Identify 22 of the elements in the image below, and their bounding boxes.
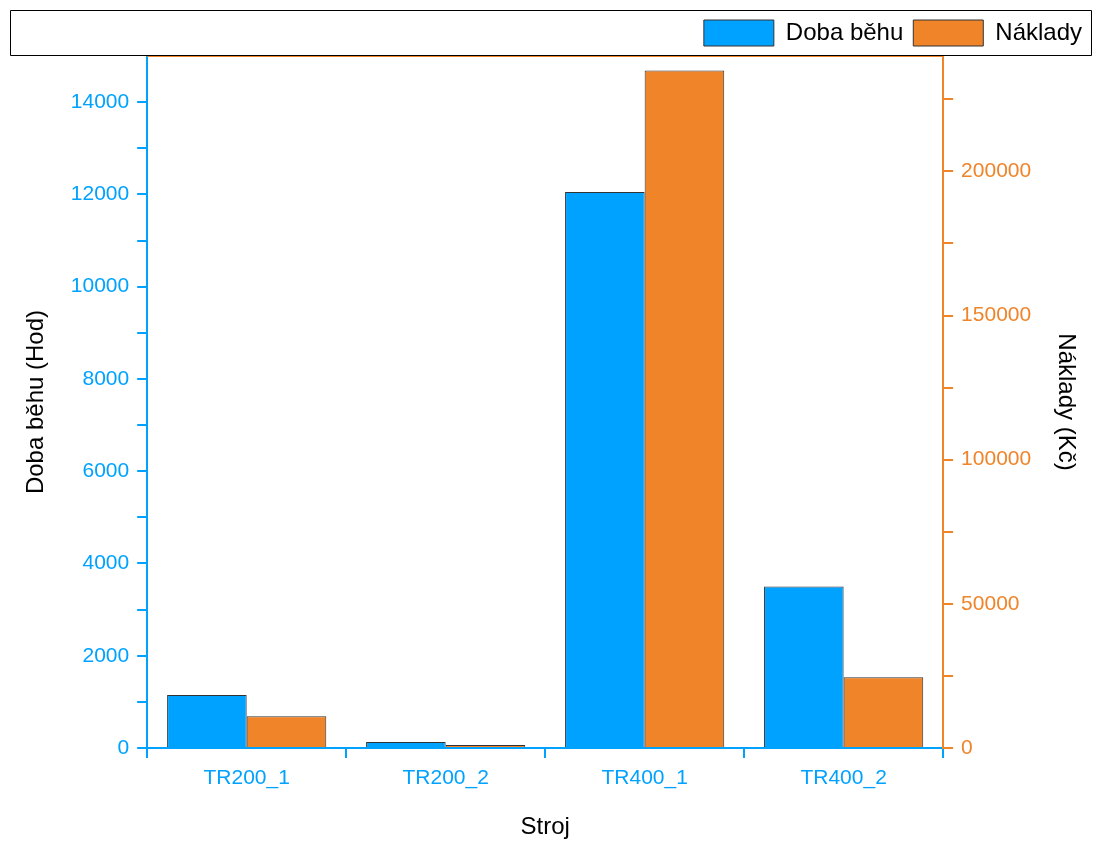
y-tick-label: 14000 xyxy=(70,88,130,112)
y-tick-label: 12000 xyxy=(70,181,130,205)
y-tick-label: 2000 xyxy=(82,642,130,666)
y2-tick-label: 150000 xyxy=(961,302,1032,326)
x-tick-label: TR400_2 xyxy=(800,765,887,790)
y-axis-title: Doba běhu (Hod) xyxy=(21,309,49,495)
x-tick-label: TR200_2 xyxy=(402,765,489,790)
y-tick-label: 4000 xyxy=(82,550,130,574)
y-tick-label: 0 xyxy=(117,734,130,758)
y-tick-label: 6000 xyxy=(82,458,130,481)
y-tick-label: 10000 xyxy=(70,273,130,297)
y2-tick-label: 100000 xyxy=(961,446,1032,470)
y2-tick-label: 0 xyxy=(961,734,973,758)
x-tick-label: TR400_1 xyxy=(601,765,688,790)
x-axis-title: Stroj xyxy=(520,812,570,840)
y2-tick-label: 50000 xyxy=(961,590,1020,614)
legend-label: Náklady xyxy=(995,17,1083,45)
y2-tick-label: 200000 xyxy=(961,158,1032,182)
x-tick-label: TR200_1 xyxy=(203,765,290,790)
legend-label: Doba běhu xyxy=(785,17,904,45)
y2-axis-title: Náklady (Kč) xyxy=(1053,333,1081,471)
y-tick-label: 8000 xyxy=(82,365,130,389)
